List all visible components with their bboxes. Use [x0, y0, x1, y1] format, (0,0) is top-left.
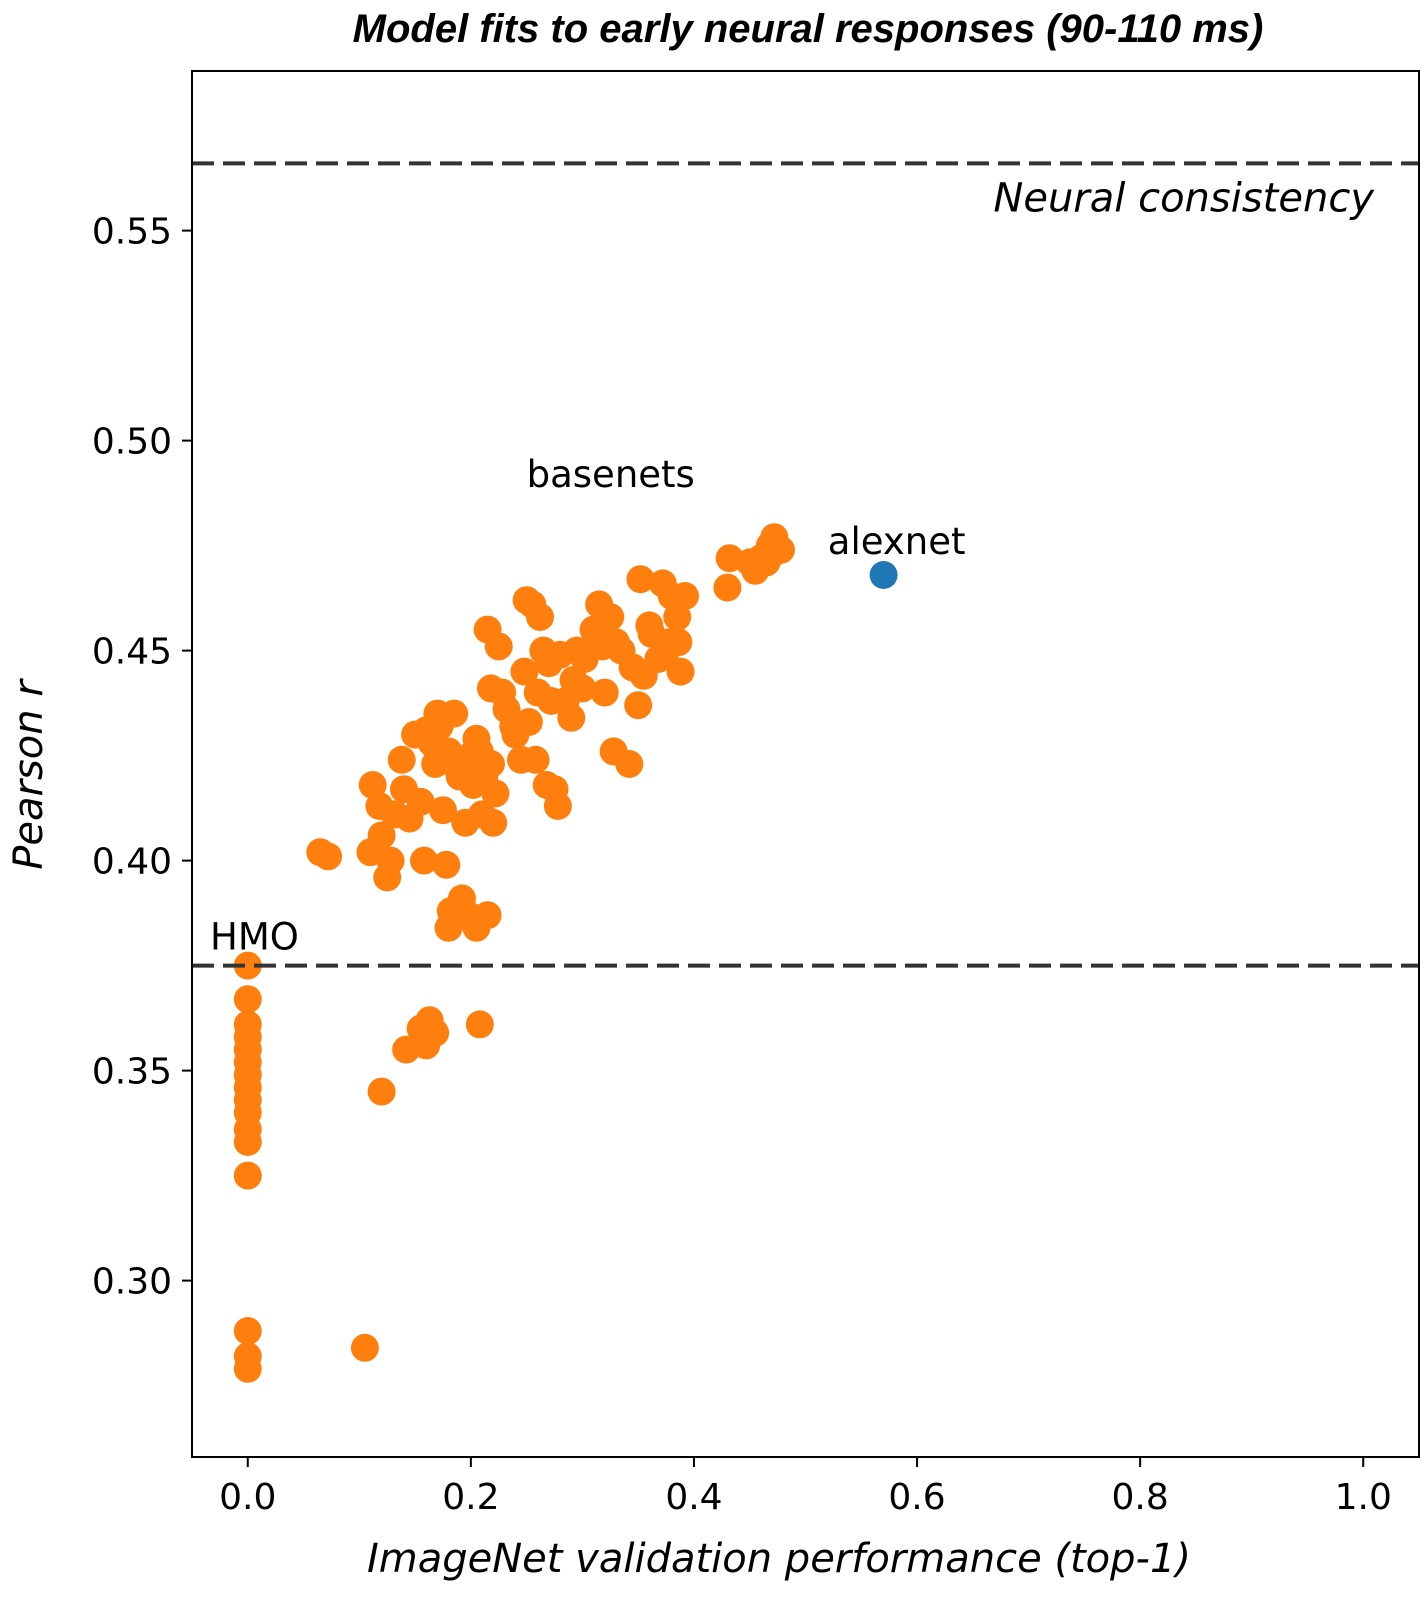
data-point	[233, 1354, 262, 1383]
x-tick-label: 0.8	[1112, 1477, 1169, 1518]
data-point	[590, 678, 619, 707]
x-tick-label: 0.2	[442, 1477, 499, 1518]
data-point	[510, 657, 539, 686]
y-axis-label: Pearson r	[6, 678, 52, 870]
y-tick-label: 0.50	[92, 422, 172, 463]
data-point	[557, 703, 586, 732]
reference-line-label: HMO	[210, 916, 299, 959]
data-point	[376, 846, 405, 875]
plot-frame	[191, 70, 1420, 1458]
data-point	[473, 901, 502, 930]
y-tick-label: 0.45	[92, 632, 172, 673]
data-point	[440, 699, 469, 728]
data-point	[526, 603, 555, 631]
data-point-highlight	[869, 561, 898, 589]
data-point	[350, 1333, 379, 1362]
data-point	[314, 842, 343, 871]
data-point	[476, 750, 505, 778]
data-point	[233, 1317, 262, 1345]
data-point	[766, 535, 795, 564]
data-point	[367, 821, 396, 850]
y-tick-label: 0.35	[92, 1052, 172, 1093]
data-point	[484, 632, 513, 661]
data-point	[568, 674, 597, 703]
y-axis-ticks: 0.30 0.35 0.40 0.45 0.50 0.55	[92, 212, 192, 1303]
annotation-label: basenets	[527, 453, 695, 496]
data-point	[615, 750, 644, 778]
data-point	[624, 691, 653, 720]
x-tick-label: 0.6	[888, 1477, 945, 1518]
reference-lines	[192, 161, 1419, 968]
data-point	[233, 1128, 262, 1156]
data-point	[663, 603, 692, 631]
data-point	[233, 1161, 262, 1190]
data-point	[367, 1077, 396, 1106]
y-tick-label: 0.55	[92, 212, 172, 253]
data-point	[514, 708, 543, 736]
x-axis-ticks: 0.0 0.2 0.4 0.6 0.8 1.0	[219, 1457, 1392, 1518]
data-point	[713, 573, 742, 602]
data-point	[626, 565, 655, 594]
y-tick-label: 0.30	[92, 1262, 172, 1303]
data-point	[428, 796, 457, 825]
data-point	[233, 951, 262, 980]
data-point	[233, 985, 262, 1014]
data-point	[358, 771, 387, 799]
x-tick-label: 0.4	[665, 1477, 722, 1518]
data-point	[543, 792, 572, 820]
data-point	[666, 657, 695, 686]
data-point	[481, 779, 510, 808]
data-point	[671, 582, 700, 610]
data-point	[432, 850, 461, 879]
x-tick-label: 0.0	[219, 1477, 276, 1518]
data-point	[596, 603, 625, 631]
data-point	[664, 628, 693, 657]
data-point	[465, 1010, 494, 1039]
annotations: Neural consistency HMO basenets alexnet	[210, 175, 1375, 958]
data-point	[421, 1018, 450, 1047]
y-tick-label: 0.40	[92, 842, 172, 883]
data-point	[406, 787, 435, 816]
data-points	[233, 523, 898, 1383]
reference-line-label: Neural consistency	[993, 175, 1375, 221]
data-point	[387, 745, 416, 774]
x-axis-label: ImageNet validation performance (top-1)	[367, 1536, 1191, 1582]
data-point	[521, 745, 550, 774]
chart-title: Model fits to early neural responses (90…	[353, 7, 1264, 51]
data-point	[410, 846, 439, 875]
annotation-label: alexnet	[828, 520, 966, 563]
data-point	[479, 808, 508, 837]
x-tick-label: 1.0	[1335, 1477, 1392, 1518]
